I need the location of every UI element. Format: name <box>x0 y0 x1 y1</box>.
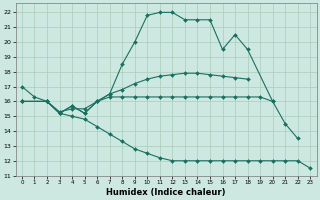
X-axis label: Humidex (Indice chaleur): Humidex (Indice chaleur) <box>106 188 226 197</box>
